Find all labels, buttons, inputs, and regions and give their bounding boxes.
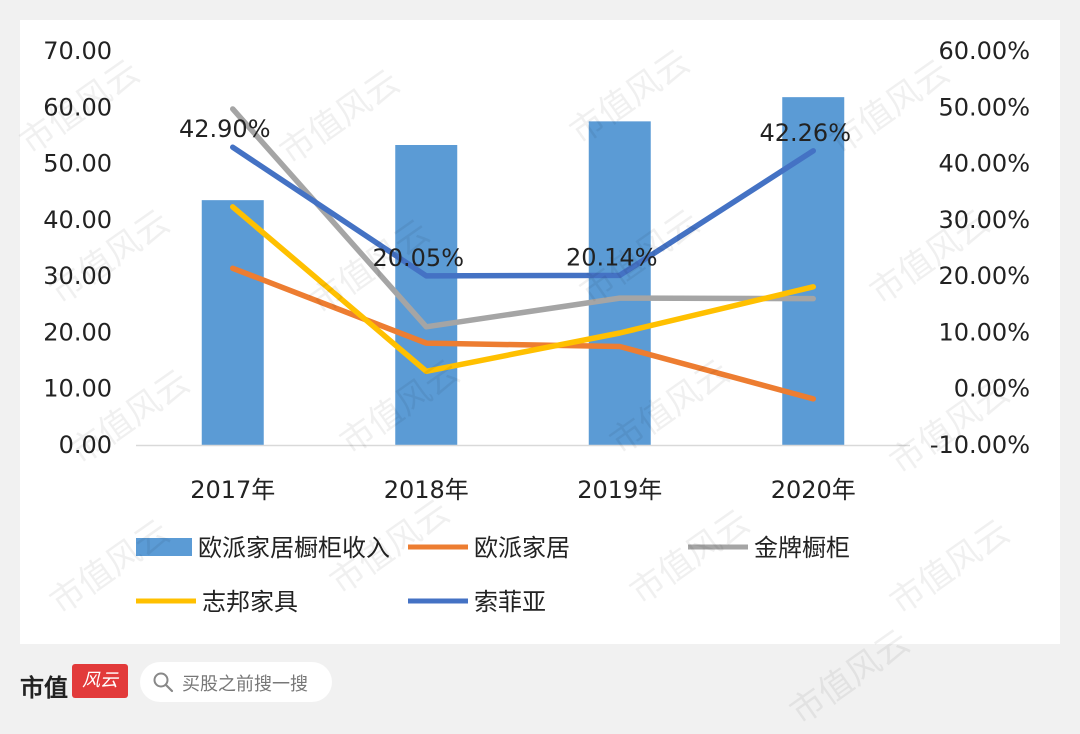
- brand-name: 市值: [20, 674, 68, 702]
- series-line: [230, 106, 816, 330]
- search-box[interactable]: 买股之前搜一搜: [140, 662, 332, 702]
- left-axis-tick: 60.00: [43, 93, 112, 121]
- left-axis-tick: 10.00: [43, 375, 112, 403]
- brand-logo: 风云: [72, 664, 128, 698]
- right-axis-tick: 60.00%: [938, 37, 1030, 65]
- x-axis-tick: 2019年: [577, 476, 662, 504]
- right-axis-tick: -10.00%: [930, 431, 1030, 459]
- left-axis-tick: 50.00: [43, 150, 112, 178]
- search-icon: [153, 672, 174, 693]
- data-label: 20.05%: [372, 244, 464, 272]
- legend-label: 金牌橱柜: [754, 534, 850, 562]
- series-line: [230, 204, 816, 375]
- bar: [782, 97, 845, 445]
- legend-label: 欧派家居橱柜收入: [198, 534, 390, 562]
- data-label: 20.14%: [566, 243, 658, 271]
- legend-label: 欧派家居: [474, 534, 570, 562]
- bar: [588, 121, 651, 445]
- x-axis-tick: 2018年: [384, 476, 469, 504]
- right-axis-tick: 40.00%: [938, 150, 1030, 178]
- series-line: [230, 144, 816, 279]
- right-axis-tick: 50.00%: [938, 93, 1030, 121]
- left-axis-tick: 30.00: [43, 262, 112, 290]
- bar: [395, 144, 458, 446]
- right-axis-tick: 10.00%: [938, 318, 1030, 346]
- right-axis-tick: 0.00%: [954, 375, 1030, 403]
- x-axis-tick: 2017年: [190, 476, 275, 504]
- x-axis-tick: 2020年: [771, 476, 856, 504]
- search-placeholder: 买股之前搜一搜: [182, 674, 308, 695]
- legend-label: 志邦家具: [202, 588, 298, 616]
- right-axis-tick: 30.00%: [938, 206, 1030, 234]
- left-axis-tick: 70.00: [43, 37, 112, 65]
- series-line: [230, 265, 816, 402]
- left-axis-tick: 40.00: [43, 206, 112, 234]
- chart-card: 0.00 10.00 20.00 30.00 40.00 50.00 60.00 70.00 -…: [20, 20, 1060, 644]
- legend-label: 索菲亚: [474, 588, 546, 616]
- legend-swatch: [136, 538, 192, 556]
- bar: [201, 200, 264, 445]
- data-label: 42.26%: [759, 119, 851, 147]
- footer: 市值 风云 买股之前搜一搜: [0, 646, 1080, 718]
- right-axis-tick: 20.00%: [938, 262, 1030, 290]
- left-axis-tick: 20.00: [43, 318, 112, 346]
- data-label: 42.90%: [179, 115, 271, 143]
- left-axis-tick: 0.00: [59, 431, 112, 459]
- chart: 0.00 10.00 20.00 30.00 40.00 50.00 60.00 70.00 -…: [43, 37, 1030, 616]
